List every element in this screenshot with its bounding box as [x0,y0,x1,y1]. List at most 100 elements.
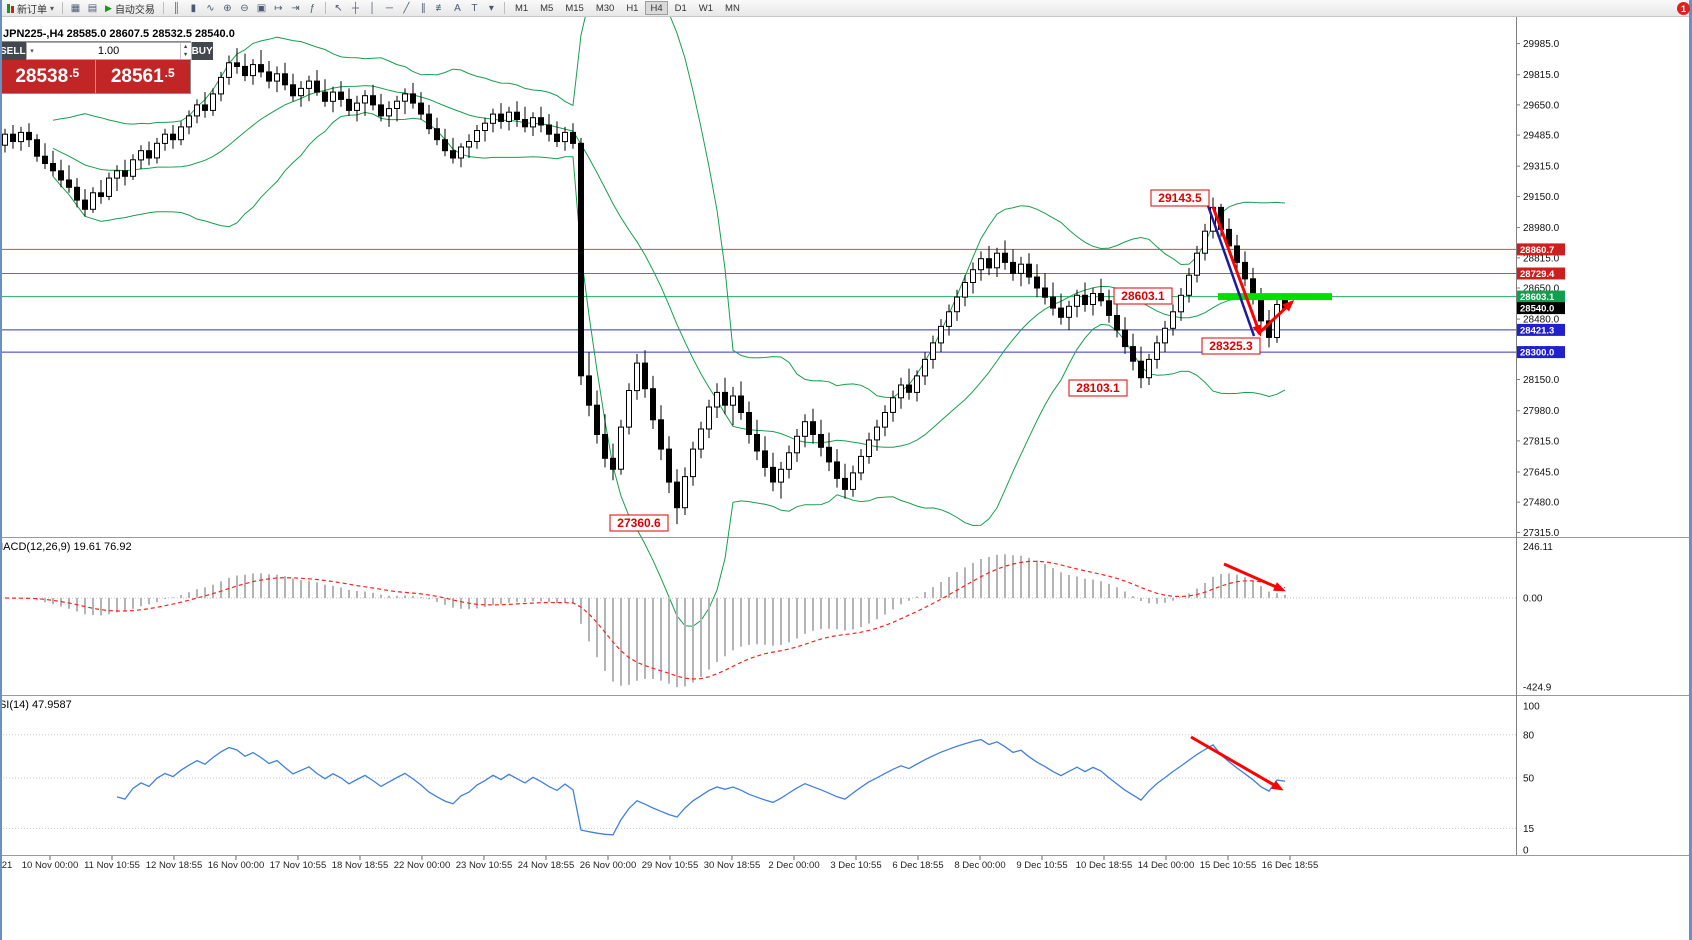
line-chart-icon[interactable]: ∿ [206,2,215,14]
time-axis-label: 17 Nov 10:55 [270,860,327,871]
candle-body [1154,342,1160,360]
candle-body [1098,293,1104,302]
indicators-icon[interactable]: ƒ [309,2,316,14]
support-zone-highlight[interactable] [1218,293,1332,301]
candle-body [1194,252,1200,276]
candle-body [1202,230,1208,254]
candle-body [66,179,72,188]
price-annotation-box[interactable] [609,514,669,532]
candle-body [1186,274,1192,296]
macd-red-arrow-head [1273,582,1286,592]
candle-body [466,141,472,148]
chart-shift-icon[interactable]: ⇥ [291,2,300,14]
zoom-out-icon[interactable]: ⊖ [240,2,249,14]
channel-icon[interactable]: ∥ [420,2,426,14]
timeframe-w1[interactable]: W1 [698,3,714,14]
candlestick-chart-icon[interactable]: ▮ [190,2,197,14]
trendline-icon[interactable]: ╱ [403,2,410,14]
timeframe-h4[interactable]: H4 [645,1,668,15]
window-edge-left [0,0,2,940]
horizontal-line-icon[interactable]: ─ [385,2,393,14]
timeframe-m5[interactable]: M5 [540,3,554,14]
sell-price-main: 28538 [15,65,69,87]
volume-up-icon[interactable]: ▲ [182,44,189,50]
price-annotation-box[interactable] [1201,337,1261,355]
arrows-icon[interactable]: ▾ [488,2,494,14]
candle-body [378,104,384,117]
candle-body [146,150,152,159]
candle-body [386,108,392,117]
candle-body [290,84,296,97]
bollinger-lower [52,111,1286,627]
new-order-button[interactable]: 新订单 ▾ [3,1,58,16]
zoom-in-icon[interactable]: ⊕ [223,2,232,14]
bar-chart-icon[interactable]: ║ [172,2,180,14]
text-icon[interactable]: A [454,2,461,14]
candle-body [1106,300,1112,316]
volume-dropdown-icon[interactable]: ▾ [30,48,34,55]
timeframe-mn[interactable]: MN [725,3,740,14]
rsi-red-arrow[interactable] [1190,735,1282,791]
auto-trading-button[interactable]: ▶ 自动交易 [101,1,159,16]
timeframe-h1[interactable]: H1 [626,3,639,14]
toolbar-separator [162,2,164,14]
candle-body [1066,305,1072,318]
time-axis-label: 29 Nov 10:55 [642,860,699,871]
volume-stepper: ▲ ▼ [179,43,191,59]
candle-body [1258,296,1264,322]
price-annotation-box[interactable] [1113,287,1173,305]
price-axis-label: 28980.0 [1523,223,1560,234]
profiles-icon[interactable]: ▤ [87,2,98,14]
sell-button[interactable]: SELL [0,42,26,60]
volume-down-icon[interactable]: ▼ [182,52,189,58]
time-axis-label: 30 Nov 18:55 [704,860,761,871]
macd-red-arrow[interactable] [1223,562,1284,592]
candle-body [802,421,808,437]
timeframe-d1[interactable]: D1 [674,3,687,14]
label-icon[interactable]: T [471,2,478,14]
auto-scroll-icon[interactable]: ↦ [274,2,283,14]
price-axis-label: 28650.0 [1523,284,1560,295]
time-axis-label: 14 Dec 00:00 [1138,860,1195,871]
charts-grid-icon[interactable]: ▦ [70,2,81,14]
red-trend-arrow[interactable] [1211,206,1262,335]
price-annotation-box[interactable] [1150,189,1210,207]
volume-input[interactable] [37,45,180,57]
time-axis-label: 18 Nov 18:55 [332,860,389,871]
candle-body [58,170,64,181]
candle-body [586,375,592,406]
timeframe-m1[interactable]: M1 [514,3,529,14]
price-axis-label: 27815.0 [1523,436,1560,447]
sell-price[interactable]: 28538.5 [0,60,95,93]
candle-body [402,93,408,102]
candle-body [1266,320,1272,338]
fibonacci-icon[interactable]: ≢ [435,2,446,14]
candle-body [498,113,504,122]
tile-windows-icon[interactable]: ▣ [256,2,267,14]
trend-line-blue[interactable] [1204,199,1256,337]
price-annotation-text: 28103.1 [1076,381,1120,395]
notification-badge[interactable]: 1 [1677,2,1690,15]
candle-body [522,119,528,128]
vertical-line-icon[interactable]: │ [369,2,376,14]
buy-price[interactable]: 28561.5 [96,60,191,93]
buy-button[interactable]: BUY [191,42,213,60]
rsi-axis-label: 15 [1523,824,1535,835]
candle-body [274,73,280,82]
candle-body [1114,315,1120,331]
candle-body [186,115,192,128]
candle-body [138,150,144,161]
cursor-icon[interactable]: ↖ [334,2,343,14]
candle-body [1090,293,1096,305]
candle-body [90,192,96,210]
timeframe-m15[interactable]: M15 [565,3,584,14]
candle-body [282,73,288,86]
candle-body [114,170,120,179]
candle-body [514,111,520,120]
price-annotation-box[interactable] [1068,379,1128,397]
crosshair-icon[interactable]: ┼ [351,2,359,14]
candle-body [106,177,112,197]
candle-body [1130,346,1136,362]
timeframe-m30[interactable]: M30 [595,3,615,14]
